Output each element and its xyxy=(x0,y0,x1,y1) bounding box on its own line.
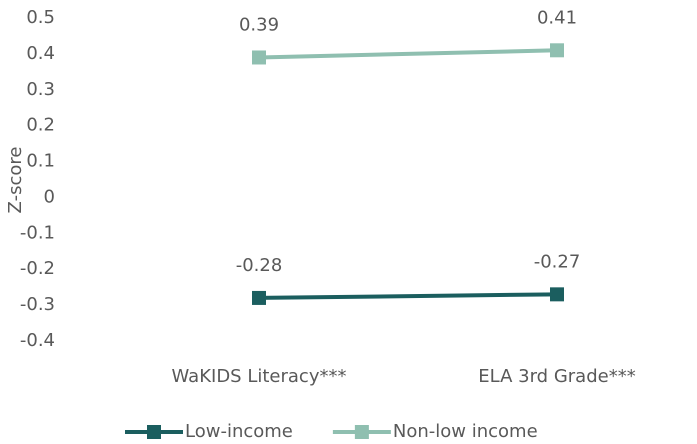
legend-marker xyxy=(354,425,369,439)
legend-label: Non-low income xyxy=(393,421,538,442)
y-tick-label: 0 xyxy=(44,186,55,207)
y-tick-label: -0.1 xyxy=(20,222,55,243)
series-line xyxy=(258,292,558,300)
y-tick-label: 0.4 xyxy=(26,43,55,64)
point-marker xyxy=(252,290,266,305)
x-tick-label: WaKIDS Literacy*** xyxy=(172,366,347,387)
y-tick-label: -0.4 xyxy=(20,330,55,351)
legend-label: Low-income xyxy=(185,421,293,442)
point-marker xyxy=(550,287,564,302)
y-tick-label: 0.1 xyxy=(26,151,55,172)
y-tick-label: 0.5 xyxy=(26,7,55,28)
y-tick-label: 0.2 xyxy=(26,115,55,136)
point-marker xyxy=(252,50,266,65)
x-tick-label: ELA 3rd Grade*** xyxy=(478,366,635,387)
data-label: 0.41 xyxy=(537,7,577,28)
point-marker xyxy=(550,43,564,58)
legend-marker xyxy=(147,425,161,439)
data-label: -0.27 xyxy=(534,251,581,272)
y-tick-label: 0.3 xyxy=(26,79,55,100)
data-label: -0.28 xyxy=(236,255,283,276)
series-line xyxy=(258,48,558,60)
y-axis-label: Z-score xyxy=(5,147,26,214)
data-label: 0.39 xyxy=(239,14,279,35)
y-tick-label: -0.3 xyxy=(20,294,55,315)
y-tick-label: -0.2 xyxy=(20,258,55,279)
